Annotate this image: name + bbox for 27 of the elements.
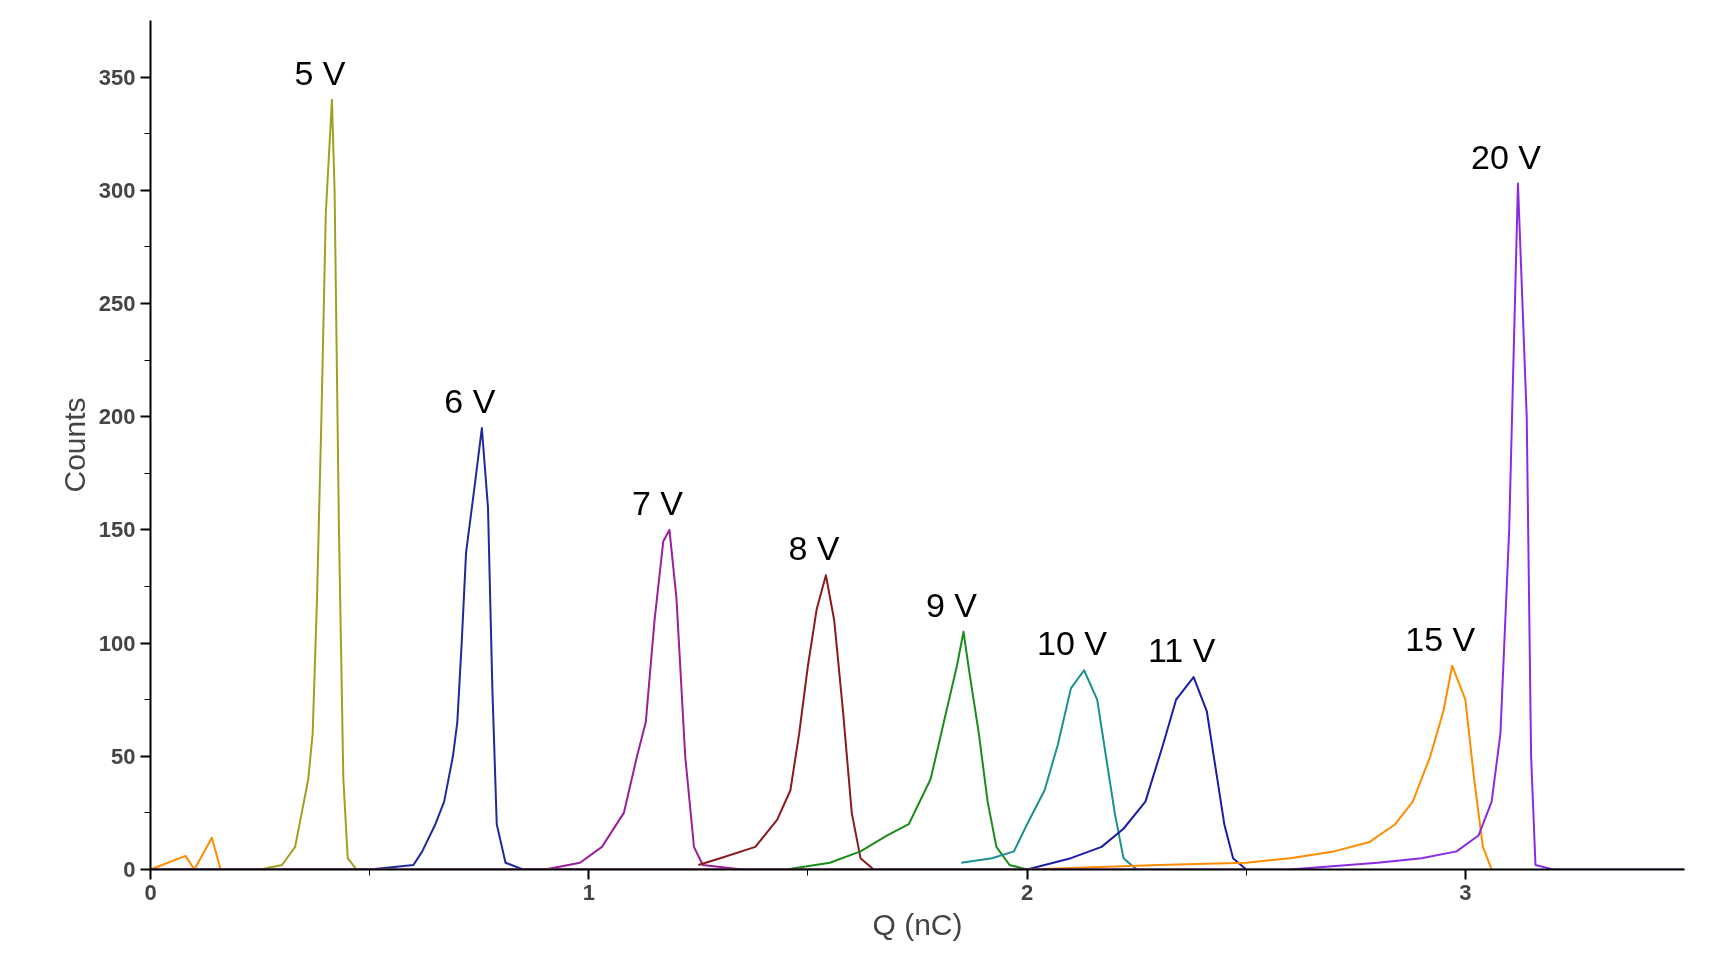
- x-tick-label: 2: [1020, 879, 1034, 905]
- series-label: 7 V: [631, 483, 684, 522]
- y-tick-label: 100: [98, 630, 136, 656]
- series-label: 11 V: [1147, 631, 1216, 670]
- series-label: 6 V: [444, 382, 496, 421]
- x-tick-label: 3: [1459, 879, 1472, 905]
- series-label: 9 V: [926, 585, 978, 624]
- y-tick-label: 300: [98, 177, 136, 203]
- x-axis-title: Q (nC): [872, 907, 963, 941]
- y-tick-label: 0: [123, 857, 136, 882]
- series-label: 5 V: [294, 53, 346, 92]
- y-tick-label: 350: [98, 64, 136, 90]
- line-series: [785, 630, 1029, 870]
- y-tick-label: 50: [111, 743, 136, 769]
- line-series: [697, 574, 875, 870]
- line-series: [543, 528, 744, 870]
- series-label: 20 V: [1470, 137, 1542, 176]
- x-tick-label: 1: [582, 879, 595, 905]
- y-tick-label: 200: [98, 404, 136, 430]
- y-axis-title: Counts: [57, 397, 91, 493]
- line-series: [960, 669, 1138, 870]
- series-label: 10 V: [1037, 624, 1108, 663]
- series-label: 15 V: [1405, 619, 1476, 658]
- y-tick-label: 150: [98, 517, 136, 543]
- y-tick-label: 250: [98, 291, 136, 316]
- series-label: 8 V: [788, 529, 840, 568]
- x-tick-label: 0: [144, 879, 157, 905]
